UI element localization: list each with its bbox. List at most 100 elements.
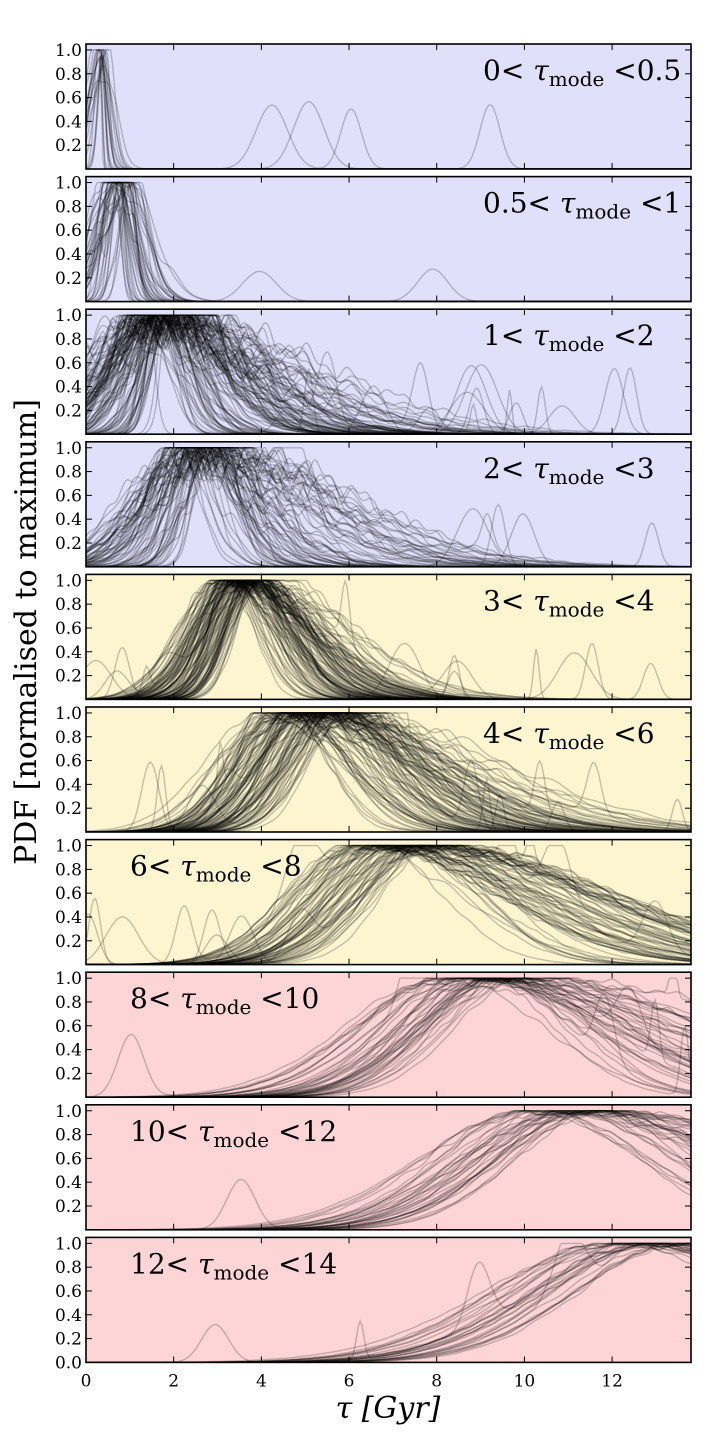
- y-tick-label: 0.2: [55, 534, 82, 554]
- y-tick-label: 0.2: [55, 1197, 82, 1217]
- range-high: <12: [269, 1115, 337, 1148]
- x-tick-label: 6: [344, 1371, 355, 1391]
- panel-3: 0.2 0.4 0.6 0.8 1.0 1< τmode <2: [55, 306, 691, 434]
- y-tick-label: 0.8: [55, 993, 82, 1013]
- y-tick-label: 0.8: [55, 860, 82, 880]
- range-high: <8: [251, 850, 301, 883]
- range-low: 0.5<: [483, 187, 560, 220]
- mode-subscript: mode: [575, 200, 631, 224]
- range-low: 2<: [483, 452, 533, 485]
- mode-subscript: mode: [196, 863, 252, 887]
- y-tick-label: 1.0: [55, 837, 82, 857]
- tau-symbol: τ: [533, 452, 549, 485]
- y-tick-label: 0.8: [55, 197, 82, 217]
- y-tick-label: 0.4: [55, 1306, 82, 1326]
- panel-5: 0.20.40.60.81.03< τmode <4: [55, 571, 691, 699]
- mode-subscript: mode: [549, 465, 605, 489]
- panel-4: 0.2 0.4 0.6 0.8 1.0 2< τmode <3: [55, 439, 691, 567]
- y-tick-label: 0.2: [55, 136, 82, 156]
- y-tick-label: 0.4: [55, 908, 82, 928]
- mode-subscript: mode: [196, 995, 252, 1019]
- y-tick-label: 0.8: [55, 595, 82, 615]
- y-tick-label: 0.4: [55, 1041, 82, 1061]
- panel-9: 0.20.40.60.81.010< τmode <12: [55, 1102, 691, 1230]
- y-tick-label: 0.2: [55, 1064, 82, 1084]
- y-tick-label: 0.2: [55, 799, 82, 819]
- tau-symbol: τ: [533, 54, 549, 87]
- range-low: 1<: [483, 319, 533, 352]
- range-high: <3: [604, 452, 654, 485]
- y-tick-label: 0.6: [55, 486, 82, 506]
- range-low: 0<: [483, 54, 533, 87]
- y-tick-label: 1.0: [55, 1102, 82, 1122]
- y-tick-label: 1.0: [55, 439, 82, 459]
- y-tick-label: 1.0: [55, 306, 82, 326]
- y-tick-label: 1.0: [55, 41, 82, 61]
- x-axis-symbol: τ [Gyr]: [336, 1391, 441, 1426]
- y-tick-label: 0.6: [55, 1282, 82, 1302]
- range-high: <2: [604, 319, 654, 352]
- range-low: 3<: [483, 584, 533, 617]
- y-tick-label: 0.8: [55, 330, 82, 350]
- y-tick-label: 0.4: [55, 643, 82, 663]
- panels-group: 0.20.40.60.81.00< τmode <0.50.20.40.60.8…: [55, 41, 691, 1391]
- y-tick-label: 0.8: [55, 728, 82, 748]
- mode-subscript: mode: [214, 1128, 270, 1152]
- y-tick-label: 1.0: [55, 571, 82, 591]
- y-tick-label: 0.8: [55, 463, 82, 483]
- tau-symbol: τ: [180, 850, 196, 883]
- y-axis-title: PDF [normalised to maximum]: [9, 399, 44, 865]
- y-tick-label: 0.2: [55, 932, 82, 952]
- y-tick-label: 0.6: [55, 752, 82, 772]
- x-tick-label: 4: [256, 1371, 267, 1391]
- panel-background: [86, 44, 691, 169]
- panel-6: 0.20.40.60.81.04< τmode <6: [55, 704, 691, 832]
- y-tick-label: 1.0: [55, 1234, 82, 1254]
- y-tick-label: 0.6: [55, 89, 82, 109]
- y-tick-label: 0.2: [55, 269, 82, 289]
- y-tick-label: 0.2: [55, 401, 82, 421]
- range-low: 12<: [130, 1247, 198, 1280]
- panel-background: [86, 177, 691, 302]
- tau-symbol: τ: [533, 319, 549, 352]
- tau-symbol: τ: [560, 187, 576, 220]
- y-tick-label: 1.0: [55, 174, 82, 194]
- panel-10: 0.00.20.40.60.81.012< τmode <140 2 4 6 8 10 12: [55, 1234, 691, 1391]
- mode-subscript: mode: [549, 730, 605, 754]
- y-tick-label: 0.6: [55, 1017, 82, 1037]
- y-tick-label: 0.4: [55, 1173, 82, 1193]
- range-low: 4<: [483, 717, 533, 750]
- y-tick-label: 0.0: [55, 1353, 82, 1373]
- tau-symbol: τ: [533, 717, 549, 750]
- x-axis-title: τ [Gyr]: [336, 1391, 441, 1426]
- tau-symbol: τ: [180, 982, 196, 1015]
- y-tick-label: 0.6: [55, 354, 82, 374]
- y-tick-label: 0.8: [55, 65, 82, 85]
- x-tick-label: 12: [601, 1371, 623, 1391]
- range-high: <10: [251, 982, 319, 1015]
- range-low: 6<: [130, 850, 180, 883]
- y-tick-label: 0.6: [55, 1149, 82, 1169]
- range-high: <6: [604, 717, 654, 750]
- x-tick-label: 2: [168, 1371, 179, 1391]
- x-tick-label: 8: [431, 1371, 442, 1391]
- range-low: 8<: [130, 982, 180, 1015]
- x-tick-label: 10: [514, 1371, 536, 1391]
- y-tick-label: 0.4: [55, 378, 82, 398]
- y-tick-label: 0.6: [55, 619, 82, 639]
- range-high: <14: [269, 1247, 337, 1280]
- range-low: 10<: [130, 1115, 198, 1148]
- y-tick-label: 0.6: [55, 221, 82, 241]
- y-tick-label: 0.6: [55, 884, 82, 904]
- mode-subscript: mode: [549, 67, 605, 91]
- tau-symbol: τ: [198, 1115, 214, 1148]
- tau-symbol: τ: [198, 1247, 214, 1280]
- range-high: <0.5: [604, 54, 681, 87]
- y-tick-label: 0.4: [55, 112, 82, 132]
- panel-7: 0.2 0.4 0.6 0.8 1.0 6< τmode <8: [55, 837, 691, 965]
- range-high: <1: [631, 187, 681, 220]
- y-tick-label: 1.0: [55, 704, 82, 724]
- mode-subscript: mode: [549, 332, 605, 356]
- y-tick-label: 0.4: [55, 510, 82, 530]
